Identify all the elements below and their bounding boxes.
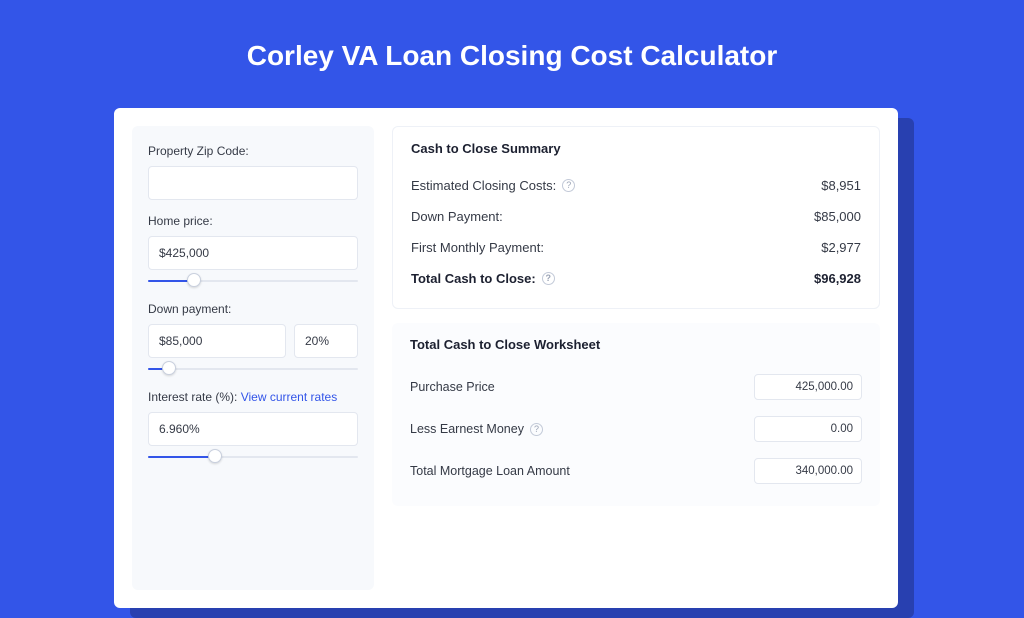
worksheet-label-text: Less Earnest Money [410, 422, 524, 436]
down-payment-pct-input[interactable] [294, 324, 358, 358]
summary-total-value: $96,928 [814, 271, 861, 286]
worksheet-label-text: Purchase Price [410, 380, 495, 394]
view-rates-link[interactable]: View current rates [241, 390, 338, 404]
worksheet-input-purchase-price[interactable] [754, 374, 862, 400]
summary-row-closing-costs: Estimated Closing Costs: ? $8,951 [411, 170, 861, 201]
summary-label: First Monthly Payment: [411, 240, 544, 255]
zip-label: Property Zip Code: [148, 144, 358, 158]
inputs-panel: Property Zip Code: Home price: Down paym… [132, 126, 374, 590]
down-payment-slider[interactable] [148, 366, 358, 376]
worksheet-label-text: Total Mortgage Loan Amount [410, 464, 570, 478]
summary-value: $8,951 [821, 178, 861, 193]
summary-label-text: Estimated Closing Costs: [411, 178, 556, 193]
summary-row-first-payment: First Monthly Payment: $2,977 [411, 232, 861, 263]
slider-track [148, 368, 358, 370]
help-icon[interactable]: ? [562, 179, 575, 192]
summary-row-down-payment: Down Payment: $85,000 [411, 201, 861, 232]
down-payment-input[interactable] [148, 324, 286, 358]
help-icon[interactable]: ? [530, 423, 543, 436]
summary-total-label-text: Total Cash to Close: [411, 271, 536, 286]
worksheet-label: Total Mortgage Loan Amount [410, 464, 570, 478]
home-price-input[interactable] [148, 236, 358, 270]
summary-total-label: Total Cash to Close: ? [411, 271, 555, 286]
worksheet-input-earnest-money[interactable] [754, 416, 862, 442]
results-panel: Cash to Close Summary Estimated Closing … [392, 126, 880, 590]
down-payment-label: Down payment: [148, 302, 358, 316]
worksheet-label: Less Earnest Money ? [410, 422, 543, 436]
slider-thumb[interactable] [187, 273, 201, 287]
summary-value: $2,977 [821, 240, 861, 255]
calculator-card: Property Zip Code: Home price: Down paym… [114, 108, 898, 608]
home-price-label: Home price: [148, 214, 358, 228]
slider-fill [148, 456, 215, 458]
zip-field-group: Property Zip Code: [148, 144, 358, 200]
interest-rate-input[interactable] [148, 412, 358, 446]
slider-thumb[interactable] [162, 361, 176, 375]
summary-value: $85,000 [814, 209, 861, 224]
interest-rate-slider[interactable] [148, 454, 358, 464]
slider-thumb[interactable] [208, 449, 222, 463]
down-payment-group: Down payment: [148, 302, 358, 376]
home-price-group: Home price: [148, 214, 358, 288]
summary-label: Estimated Closing Costs: ? [411, 178, 575, 193]
summary-box: Cash to Close Summary Estimated Closing … [392, 126, 880, 309]
worksheet-title: Total Cash to Close Worksheet [410, 337, 862, 352]
summary-label-text: First Monthly Payment: [411, 240, 544, 255]
worksheet-box: Total Cash to Close Worksheet Purchase P… [392, 323, 880, 506]
worksheet-row-loan-amount: Total Mortgage Loan Amount [410, 450, 862, 492]
worksheet-input-loan-amount[interactable] [754, 458, 862, 484]
interest-rate-group: Interest rate (%): View current rates [148, 390, 358, 464]
summary-row-total: Total Cash to Close: ? $96,928 [411, 263, 861, 294]
worksheet-row-purchase-price: Purchase Price [410, 366, 862, 408]
help-icon[interactable]: ? [542, 272, 555, 285]
summary-label-text: Down Payment: [411, 209, 503, 224]
worksheet-row-earnest-money: Less Earnest Money ? [410, 408, 862, 450]
page-title: Corley VA Loan Closing Cost Calculator [0, 0, 1024, 100]
zip-input[interactable] [148, 166, 358, 200]
worksheet-label: Purchase Price [410, 380, 495, 394]
summary-label: Down Payment: [411, 209, 503, 224]
interest-rate-label: Interest rate (%): View current rates [148, 390, 358, 404]
down-payment-row [148, 324, 358, 358]
interest-rate-label-text: Interest rate (%): [148, 390, 237, 404]
home-price-slider[interactable] [148, 278, 358, 288]
summary-title: Cash to Close Summary [411, 141, 861, 156]
